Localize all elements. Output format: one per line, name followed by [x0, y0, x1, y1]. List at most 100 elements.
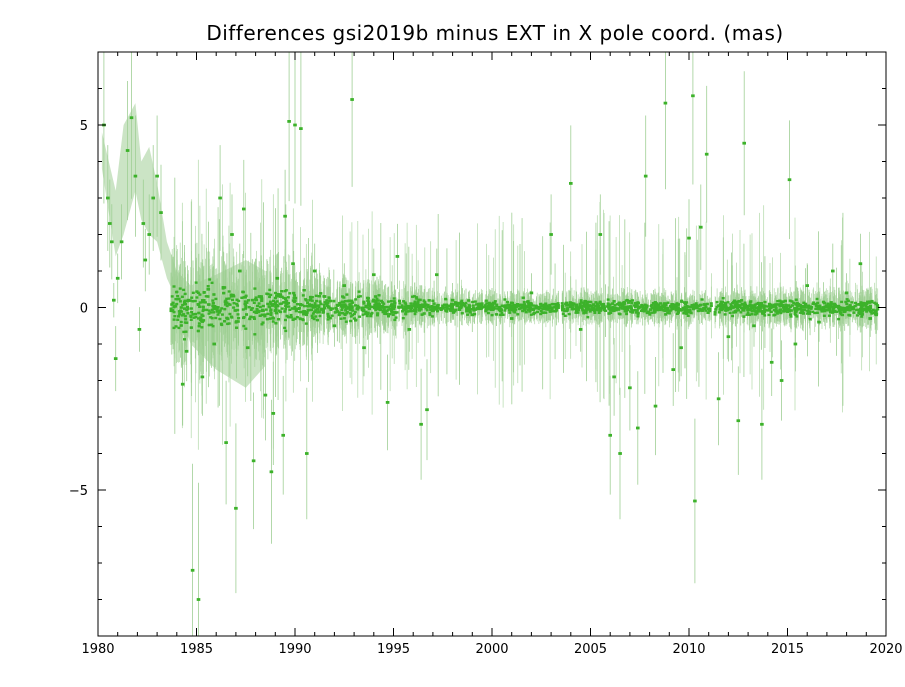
- data-point: [503, 298, 507, 301]
- data-point: [874, 313, 877, 316]
- data-point: [574, 311, 578, 314]
- data-point: [277, 309, 281, 312]
- data-point: [860, 315, 864, 318]
- data-points: [169, 278, 880, 341]
- data-point: [368, 305, 372, 308]
- data-point: [314, 315, 318, 318]
- data-point: [551, 310, 554, 313]
- data-point: [806, 312, 809, 315]
- data-point: [172, 318, 176, 321]
- data-point: [682, 312, 686, 315]
- data-point: [271, 317, 275, 320]
- data-point: [866, 300, 870, 304]
- data-point: [828, 310, 832, 314]
- data-point: [731, 314, 735, 318]
- data-point: [230, 316, 234, 319]
- data-point: [759, 302, 763, 305]
- data-point: [696, 309, 700, 313]
- data-point: [460, 303, 464, 306]
- data-point: [773, 303, 776, 306]
- data-point: [274, 294, 278, 297]
- data-point: [754, 310, 758, 313]
- data-point: [204, 295, 208, 298]
- data-point: [606, 302, 610, 305]
- data-point: [345, 293, 349, 296]
- data-point: [808, 317, 812, 321]
- data-point: [485, 302, 489, 305]
- data-point: [690, 304, 694, 307]
- data-point: [255, 309, 259, 312]
- data-point: [218, 317, 222, 321]
- data-point: [178, 300, 182, 303]
- data-point: [264, 308, 268, 311]
- data-point: [306, 301, 310, 304]
- data-point: [361, 308, 365, 312]
- data-point: [416, 300, 420, 303]
- data-point: [515, 304, 518, 307]
- data-point: [214, 297, 218, 301]
- data-point: [851, 305, 855, 309]
- data-point: [635, 309, 639, 312]
- data-point: [628, 310, 632, 313]
- data-point: [341, 303, 345, 306]
- data-point: [310, 314, 314, 317]
- data-point: [540, 304, 544, 307]
- data-point: [785, 309, 789, 312]
- data-point: [751, 309, 755, 312]
- data-point: [375, 297, 379, 301]
- data-point: [790, 304, 794, 307]
- data-point: [293, 299, 297, 303]
- data-point: [341, 312, 344, 315]
- data-point: [747, 313, 751, 316]
- data-point: [565, 309, 569, 312]
- data-point: [643, 309, 647, 312]
- data-point: [862, 301, 866, 305]
- data-point: [850, 301, 854, 304]
- data-point: [348, 305, 352, 308]
- data-point: [348, 299, 352, 302]
- data-point: [227, 297, 231, 300]
- data-point: [225, 304, 229, 308]
- data-point: [737, 309, 741, 312]
- data-point: [584, 308, 588, 312]
- data-point: [325, 299, 329, 302]
- data-point: [870, 312, 874, 315]
- data-point: [795, 315, 799, 318]
- data-point: [767, 307, 771, 311]
- data-point: [189, 314, 193, 317]
- data-point: [202, 299, 206, 302]
- data-point: [719, 300, 723, 303]
- data-point: [382, 302, 386, 305]
- data-point: [174, 325, 178, 328]
- data-point: [341, 295, 344, 298]
- data-point: [284, 297, 288, 300]
- data-point: [357, 290, 361, 293]
- data-point: [283, 310, 287, 313]
- data-point: [483, 304, 487, 307]
- data-point: [578, 303, 582, 307]
- data-point: [254, 296, 258, 299]
- data-point: [237, 299, 241, 303]
- data-point: [491, 306, 495, 309]
- data-point: [403, 301, 407, 304]
- data-point: [460, 299, 464, 302]
- data-point: [577, 306, 581, 309]
- data-point: [313, 306, 317, 309]
- data-point: [784, 303, 788, 306]
- data-point: [781, 303, 785, 307]
- data-point: [771, 304, 775, 307]
- data-point: [743, 303, 747, 306]
- data-point: [337, 311, 341, 314]
- data-point: [629, 307, 633, 310]
- data-point: [219, 322, 223, 325]
- data-point: [372, 307, 376, 310]
- data-point: [295, 307, 298, 310]
- data-point: [524, 310, 528, 314]
- data-point: [392, 297, 396, 300]
- data-point: [729, 308, 733, 311]
- data-point: [832, 305, 836, 309]
- data-point: [249, 308, 253, 311]
- data-point: [716, 304, 720, 307]
- data-point: [289, 313, 293, 317]
- data-point: [786, 310, 790, 313]
